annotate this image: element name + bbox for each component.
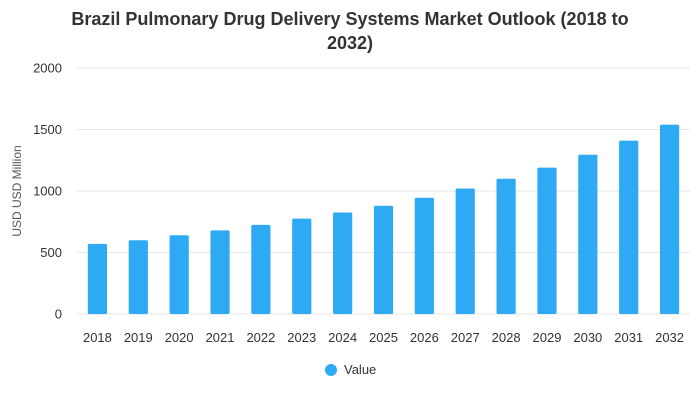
x-axis-ticks: 2018 2019 2020 2021 2022 2023 2024 2025 2026 2027… [83,330,684,345]
x-tick-label-2021: 2021 [206,330,235,345]
chart-title-line-2: 2032) [327,33,373,53]
x-tick-label-2032: 2032 [655,330,684,345]
y-axis-ticks: 0 500 1000 1500 2000 [33,61,62,322]
y-tick-label-500: 500 [40,245,62,260]
x-tick-label-2019: 2019 [124,330,153,345]
bar-2030[interactable] [578,154,598,314]
x-tick-label-2025: 2025 [369,330,398,345]
bar-2029[interactable] [537,167,557,314]
bar-2022[interactable] [251,224,271,314]
y-tick-label-0: 0 [55,307,62,322]
bar-2024[interactable] [333,212,353,314]
legend-label-value[interactable]: Value [344,362,376,377]
x-tick-label-2027: 2027 [451,330,480,345]
bar-2018[interactable] [87,243,108,314]
bar-2020[interactable] [169,235,189,314]
y-axis-label: USD USD Million [10,145,24,236]
bar-2019[interactable] [128,240,148,314]
bar-2021[interactable] [210,230,230,314]
legend[interactable]: Value [325,362,376,377]
bar-series [87,124,680,314]
bar-2032[interactable] [659,124,680,314]
bar-2031[interactable] [619,140,639,314]
bar-2025[interactable] [373,205,394,314]
legend-marker-value [325,364,337,376]
x-tick-label-2022: 2022 [246,330,275,345]
bar-2023[interactable] [292,218,312,314]
x-tick-label-2029: 2029 [533,330,562,345]
x-tick-label-2020: 2020 [165,330,194,345]
x-tick-label-2024: 2024 [328,330,357,345]
x-tick-label-2023: 2023 [287,330,316,345]
x-tick-label-2028: 2028 [492,330,521,345]
y-tick-label-1500: 1500 [33,122,62,137]
y-tick-label-2000: 2000 [33,61,62,76]
y-tick-label-1000: 1000 [33,184,62,199]
x-tick-label-2026: 2026 [410,330,439,345]
bar-2028[interactable] [496,178,516,314]
x-tick-label-2018: 2018 [83,330,112,345]
bar-2026[interactable] [414,197,434,314]
x-tick-label-2030: 2030 [573,330,602,345]
bar-2027[interactable] [455,188,475,314]
x-tick-label-2031: 2031 [614,330,643,345]
chart-title-line-1: Brazil Pulmonary Drug Delivery Systems M… [71,9,628,29]
